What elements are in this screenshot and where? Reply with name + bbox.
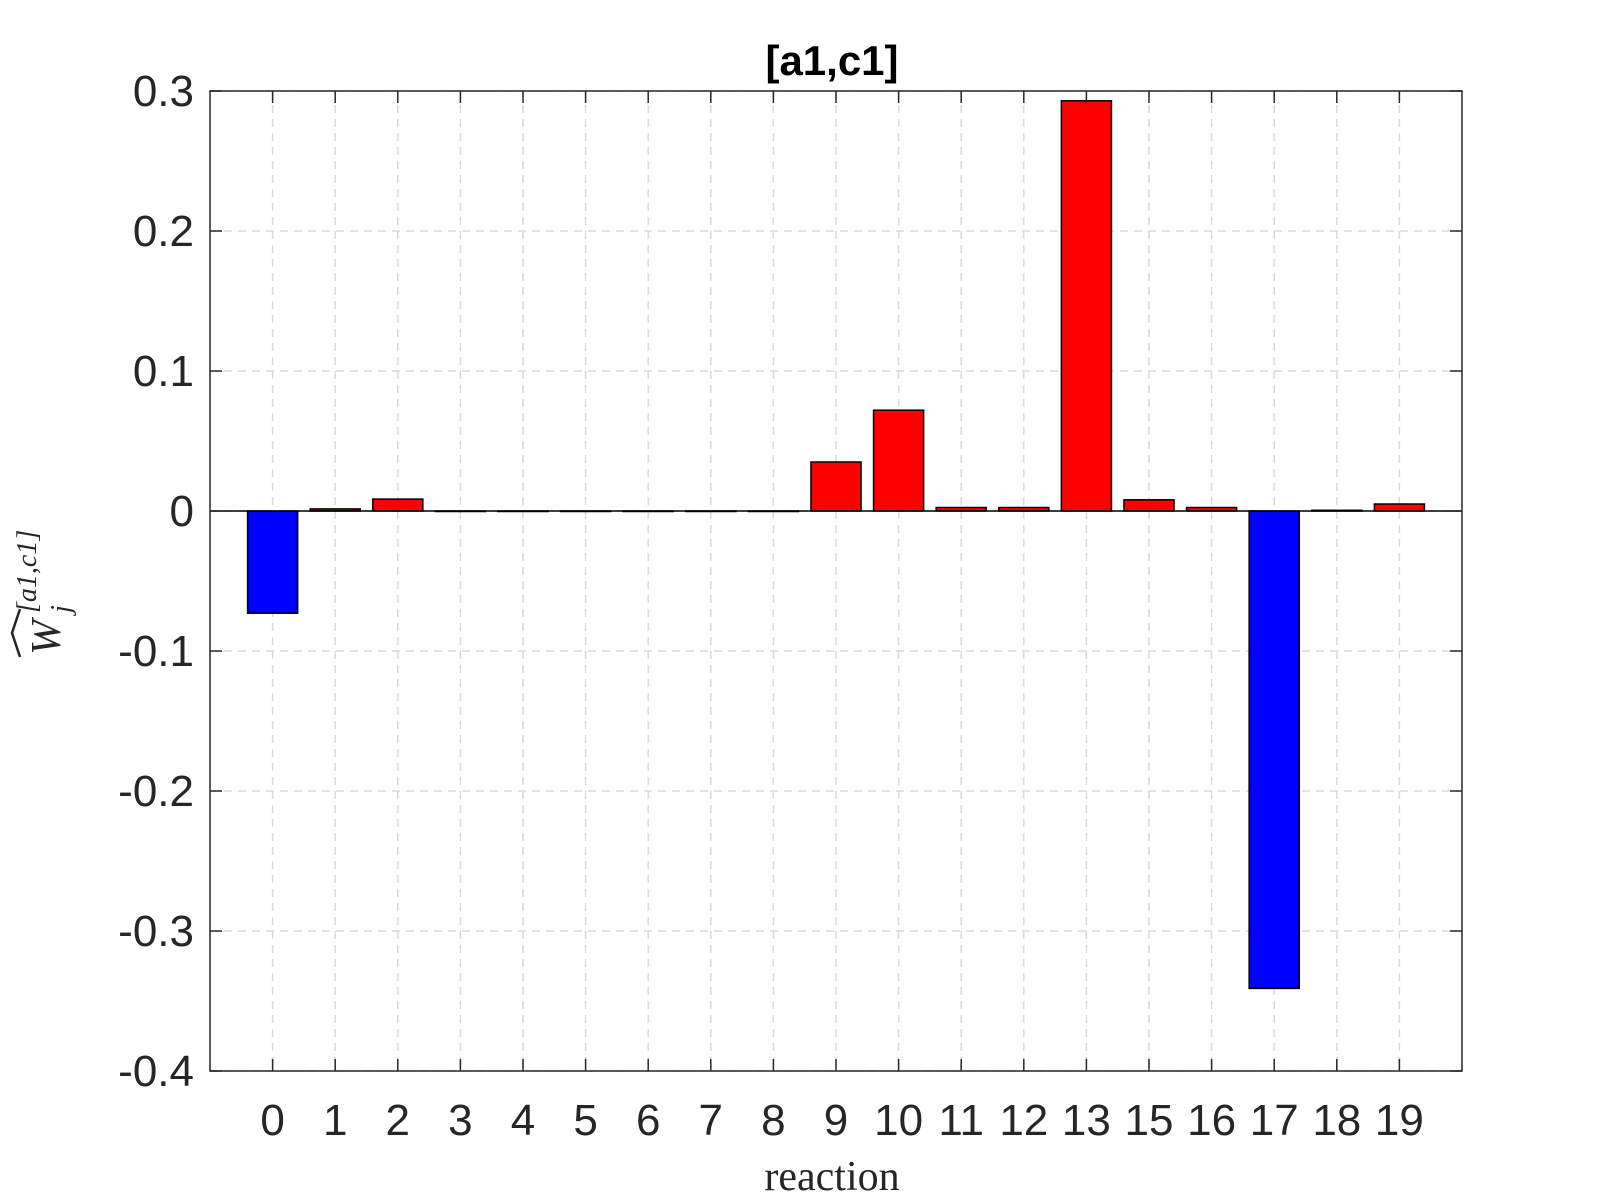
y-tick-label: 0.1 <box>133 347 194 396</box>
y-tick-labels: 0.3 0.2 0.1 0 -0.1 -0.2 -0.3 -0.4 <box>118 67 194 1096</box>
bar-15 <box>1123 499 1175 512</box>
bar-2 <box>372 498 424 512</box>
bar-10 <box>872 409 925 512</box>
x-tick-label: 18 <box>1312 1096 1361 1145</box>
x-tick-label: 2 <box>386 1096 410 1145</box>
chart-title: [a1,c1] <box>765 37 898 84</box>
x-tick-label: 4 <box>511 1096 535 1145</box>
y-tick-label: 0.2 <box>133 207 194 256</box>
y-tick-label: -0.4 <box>118 1047 194 1096</box>
x-tick-label: 7 <box>699 1096 723 1145</box>
y-axis-label-base: W <box>24 616 70 655</box>
plot-frame <box>209 90 1463 1072</box>
bars <box>210 100 1462 990</box>
y-axis-label-hat <box>10 608 22 658</box>
x-tick-label: 0 <box>260 1096 284 1145</box>
y-axis-label: W j [a1,c1] <box>10 530 77 658</box>
bar-13 <box>1060 100 1113 512</box>
x-tick-label: 8 <box>761 1096 785 1145</box>
x-tick-label: 6 <box>636 1096 660 1145</box>
y-tick-label: 0 <box>170 487 194 536</box>
x-tick-label: 1 <box>323 1096 347 1145</box>
x-tick-label: 5 <box>573 1096 597 1145</box>
x-tick-label: 3 <box>448 1096 472 1145</box>
x-tick-label: 12 <box>999 1096 1048 1145</box>
x-axis-label: reaction <box>764 1154 899 1200</box>
bar-19 <box>1373 503 1426 512</box>
x-tick-label: 16 <box>1187 1096 1236 1145</box>
bar-17 <box>1248 510 1300 990</box>
axes-frame <box>209 90 1463 1072</box>
x-tick-label: 13 <box>1062 1096 1111 1145</box>
x-tick-label: 15 <box>1125 1096 1174 1145</box>
y-tick-label: -0.2 <box>118 767 194 816</box>
x-tick-label: 9 <box>824 1096 848 1145</box>
x-tick-labels: 0 1 2 3 4 5 6 7 8 9 10 11 12 13 15 16 17 18 19 <box>260 1096 1424 1145</box>
y-tick-label: -0.3 <box>118 907 194 956</box>
bar-9 <box>810 461 862 512</box>
x-tick-label: 11 <box>938 1096 984 1145</box>
y-axis-label-subscript: j <box>46 605 77 616</box>
bar-0 <box>246 510 299 614</box>
x-tick-label: 10 <box>874 1096 923 1145</box>
y-tick-label: -0.1 <box>118 627 194 676</box>
x-tick-label: 19 <box>1375 1096 1424 1145</box>
y-tick-label: 0.3 <box>133 67 194 116</box>
x-tick-label: 17 <box>1250 1096 1299 1145</box>
y-axis-label-superscript: [a1,c1] <box>12 530 43 613</box>
